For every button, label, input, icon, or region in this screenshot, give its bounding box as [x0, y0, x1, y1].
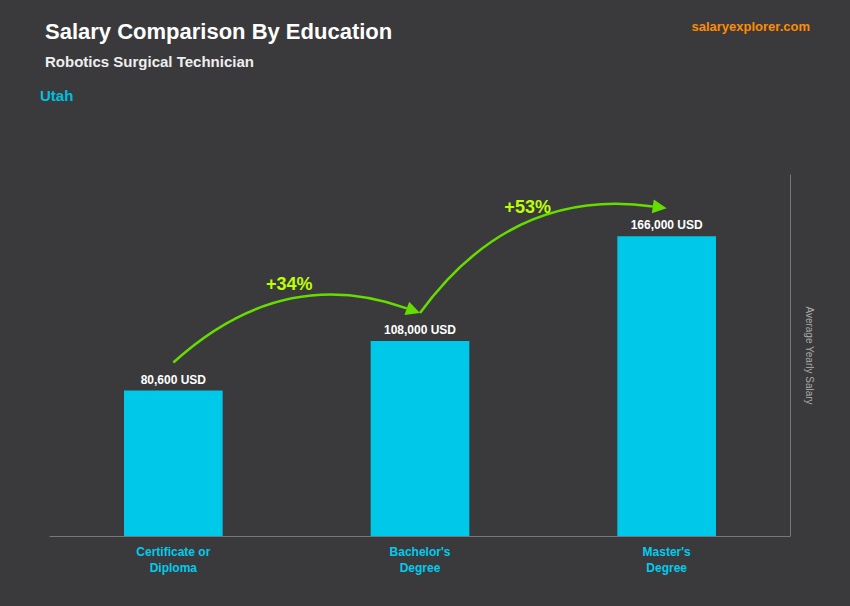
svg-text:Salary Comparison By Education: Salary Comparison By Education [45, 19, 392, 44]
svg-text:Degree: Degree [400, 561, 441, 575]
svg-text:Certificate or: Certificate or [136, 545, 210, 559]
svg-text:Utah: Utah [40, 87, 73, 104]
svg-text:+53%: +53% [504, 197, 551, 217]
svg-text:166,000 USD: 166,000 USD [631, 218, 703, 232]
svg-text:108,000 USD: 108,000 USD [384, 323, 456, 337]
svg-text:Bachelor's: Bachelor's [390, 545, 451, 559]
svg-text:Average Yearly Salary: Average Yearly Salary [804, 306, 815, 404]
svg-text:Diploma: Diploma [150, 561, 198, 575]
svg-text:Degree: Degree [646, 561, 687, 575]
svg-text:Master's: Master's [643, 545, 692, 559]
svg-text:Robotics Surgical Technician: Robotics Surgical Technician [45, 53, 254, 70]
svg-text:80,600 USD: 80,600 USD [141, 373, 207, 387]
svg-text:+34%: +34% [266, 274, 313, 294]
svg-text:salaryexplorer.com: salaryexplorer.com [691, 19, 810, 34]
